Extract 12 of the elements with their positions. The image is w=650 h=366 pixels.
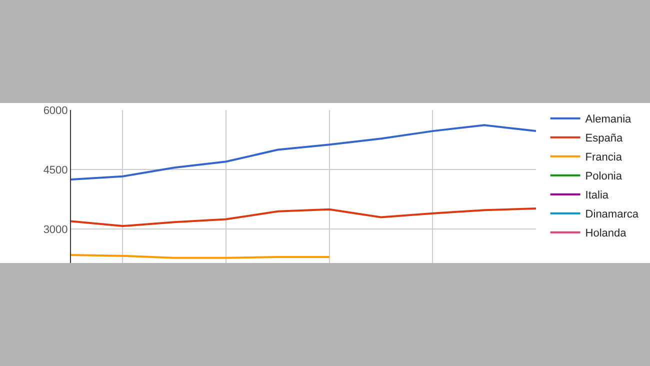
- legend-label: Francia: [585, 152, 623, 164]
- y-tick-label: 6000: [43, 104, 68, 117]
- y-tick-label: 4500: [43, 164, 68, 176]
- line-series: [71, 208, 536, 228]
- legend-label: España: [585, 132, 624, 145]
- y-tick-label: 3000: [43, 224, 68, 236]
- legend-label: Holanda: [585, 228, 628, 240]
- line-series: [71, 124, 536, 181]
- legend-label: Alemania: [585, 114, 632, 126]
- legend-label: Italia: [585, 190, 610, 202]
- legend-label: Dinamarca: [585, 208, 640, 221]
- legend-label: Polonia: [585, 170, 623, 183]
